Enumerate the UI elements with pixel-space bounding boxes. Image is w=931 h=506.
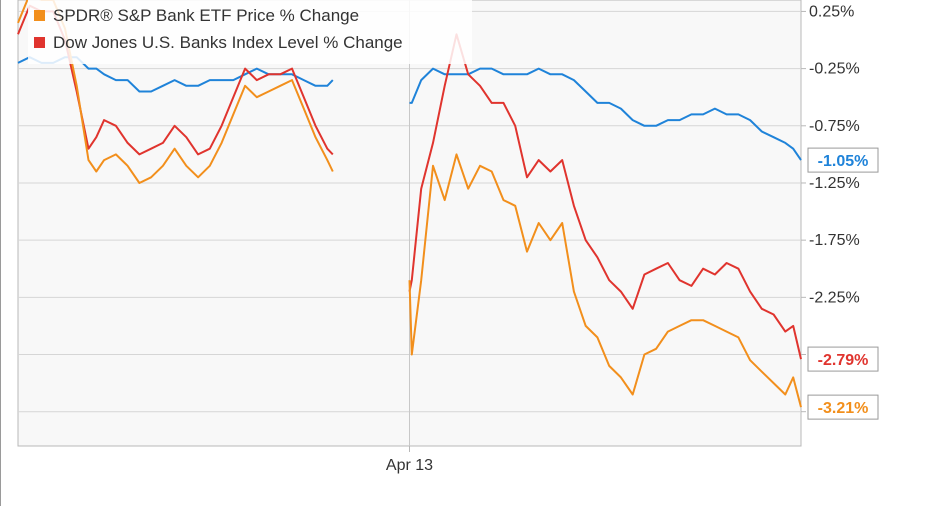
legend-box	[28, 0, 472, 64]
end-label-box	[807, 147, 879, 173]
series-line-1-afternoon	[408, 33, 802, 360]
x-axis-ticks: Apr 13	[386, 446, 433, 474]
end-label-box	[807, 394, 879, 420]
series-line-1-morning	[17, 4, 334, 156]
legend-swatch	[34, 10, 45, 21]
y-tick-label: -0.75%	[809, 118, 860, 135]
end-value-labels: -3.21% -2.79% -1.05%	[807, 147, 879, 420]
end-label-text: -3.21%	[818, 400, 869, 417]
y-tick-label: 0.25%	[809, 3, 854, 20]
end-label-2: -1.05%	[807, 147, 879, 173]
y-tick-label: -1.75%	[809, 232, 860, 249]
legend-label: SPDR® S&P Bank ETF Price % Change	[53, 6, 359, 25]
series-line-0-morning	[17, 0, 334, 184]
series-line-2-afternoon	[409, 67, 802, 161]
y-tick-label: -1.25%	[809, 175, 860, 192]
series-line-0-afternoon	[408, 153, 802, 408]
end-label-text: -2.79%	[818, 352, 869, 369]
end-label-text: -1.05%	[818, 153, 869, 170]
end-label-1: -2.79%	[807, 346, 879, 372]
legend-swatch	[34, 37, 45, 48]
y-tick-label: -0.25%	[809, 61, 860, 78]
end-label-box	[807, 346, 879, 372]
end-label-0: -3.21%	[807, 394, 879, 420]
x-tick-label: Apr 13	[386, 457, 433, 474]
y-tick-label: -2.25%	[809, 289, 860, 306]
legend-label: Dow Jones U.S. Banks Index Level % Chang…	[53, 33, 403, 52]
legend: SPDR® S&P Bank ETF Price % Change Dow Jon…	[28, 0, 472, 64]
